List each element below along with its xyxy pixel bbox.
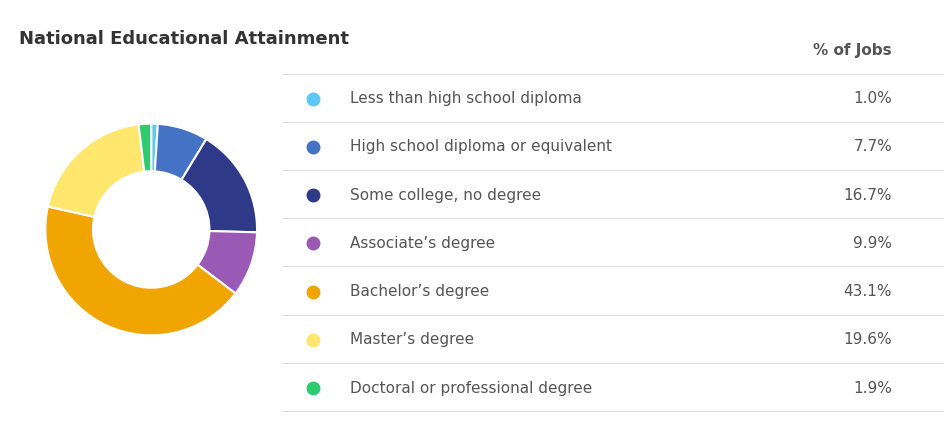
Text: 43.1%: 43.1% xyxy=(843,284,891,299)
Text: Associate’s degree: Associate’s degree xyxy=(349,236,495,251)
Text: Master’s degree: Master’s degree xyxy=(349,332,473,347)
Text: Some college, no degree: Some college, no degree xyxy=(349,187,540,203)
Text: 1.0%: 1.0% xyxy=(852,91,891,106)
Text: 1.9%: 1.9% xyxy=(852,381,891,396)
Wedge shape xyxy=(151,124,158,171)
Text: 19.6%: 19.6% xyxy=(843,332,891,347)
Wedge shape xyxy=(45,207,235,335)
Wedge shape xyxy=(139,124,151,172)
Text: National Educational Attainment: National Educational Attainment xyxy=(19,30,348,48)
Wedge shape xyxy=(197,231,257,294)
Text: Less than high school diploma: Less than high school diploma xyxy=(349,91,581,106)
Wedge shape xyxy=(48,125,144,217)
Text: Bachelor’s degree: Bachelor’s degree xyxy=(349,284,488,299)
Text: High school diploma or equivalent: High school diploma or equivalent xyxy=(349,139,611,154)
Text: 7.7%: 7.7% xyxy=(852,139,891,154)
Wedge shape xyxy=(155,124,206,180)
Text: 16.7%: 16.7% xyxy=(843,187,891,203)
Wedge shape xyxy=(181,139,257,232)
Text: Doctoral or professional degree: Doctoral or professional degree xyxy=(349,381,591,396)
Text: % of Jobs: % of Jobs xyxy=(813,43,891,59)
Text: 9.9%: 9.9% xyxy=(852,236,891,251)
